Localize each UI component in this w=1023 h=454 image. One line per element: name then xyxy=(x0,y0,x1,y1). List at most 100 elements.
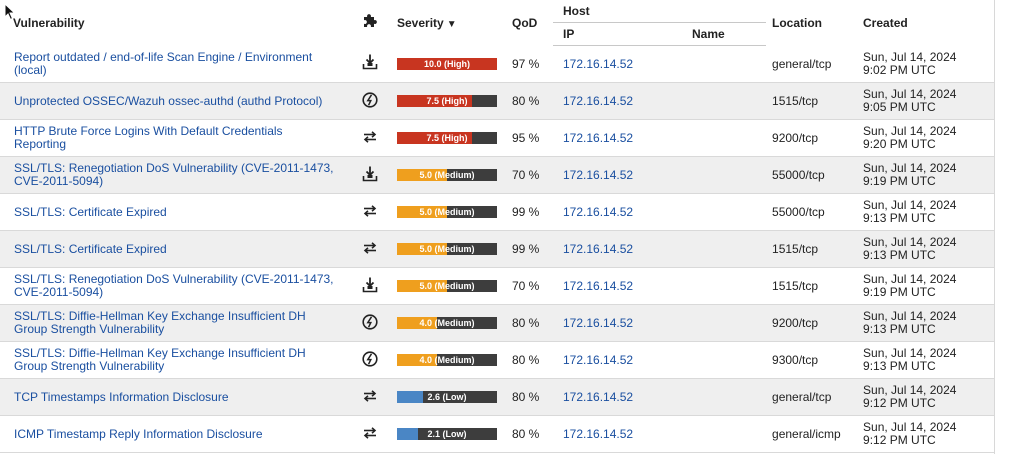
ip-cell: 172.16.14.52 xyxy=(553,119,688,157)
host-name-value xyxy=(688,119,767,157)
host-ip-link[interactable]: 172.16.14.52 xyxy=(563,168,634,182)
host-ip-link[interactable]: 172.16.14.52 xyxy=(563,427,634,441)
created-time: 9:13 PM UTC xyxy=(863,211,936,225)
column-header-location[interactable]: Location xyxy=(766,0,862,46)
host-ip-link[interactable]: 172.16.14.52 xyxy=(563,94,634,108)
host-ip-link[interactable]: 172.16.14.52 xyxy=(563,205,634,219)
location-value: 9200/tcp xyxy=(766,304,862,342)
host-ip-link[interactable]: 172.16.14.52 xyxy=(563,57,634,71)
table-row[interactable]: Report outdated / end-of-life Scan Engin… xyxy=(0,45,995,83)
host-ip-link[interactable]: 172.16.14.52 xyxy=(563,353,634,367)
host-ip-link[interactable]: 172.16.14.52 xyxy=(563,242,634,256)
severity-cell: 7.5 (High) xyxy=(395,119,508,157)
created-cell: Sun, Jul 14, 2024 9:12 PM UTC xyxy=(861,415,995,453)
vendor-fix-icon xyxy=(361,277,379,297)
table-row[interactable]: ICMP Timestamp Reply Information Disclos… xyxy=(0,415,995,453)
host-name-value xyxy=(688,82,767,120)
severity-bar-fill xyxy=(397,354,437,366)
severity-bar-fill xyxy=(397,206,447,218)
location-value: general/tcp xyxy=(766,45,862,83)
vulnerability-link[interactable]: SSL/TLS: Certificate Expired xyxy=(14,204,167,219)
solution-type-cell xyxy=(345,82,395,120)
location-value: 1515/tcp xyxy=(766,230,862,268)
severity-label: 5.0 (Medium) xyxy=(419,207,475,217)
ip-cell: 172.16.14.52 xyxy=(553,230,688,268)
severity-bar-fill xyxy=(397,95,472,107)
created-date: Sun, Jul 14, 2024 xyxy=(863,124,957,138)
host-name-value xyxy=(688,304,767,342)
created-date: Sun, Jul 14, 2024 xyxy=(863,420,957,434)
created-time: 9:20 PM UTC xyxy=(863,137,936,151)
host-ip-link[interactable]: 172.16.14.52 xyxy=(563,279,634,293)
table-row[interactable]: TCP Timestamps Information Disclosure 2.6… xyxy=(0,378,995,416)
created-cell: Sun, Jul 14, 2024 9:19 PM UTC xyxy=(861,267,995,305)
vulnerability-link[interactable]: SSL/TLS: Diffie-Hellman Key Exchange Ins… xyxy=(14,309,306,336)
host-name-value xyxy=(688,156,767,194)
qod-value: 70 % xyxy=(508,267,553,305)
table-row[interactable]: SSL/TLS: Diffie-Hellman Key Exchange Ins… xyxy=(0,304,995,342)
severity-label: 7.5 (High) xyxy=(426,133,468,143)
column-header-solution-type[interactable] xyxy=(345,0,395,46)
ip-cell: 172.16.14.52 xyxy=(553,378,688,416)
severity-label: 2.6 (Low) xyxy=(427,392,467,402)
table-row[interactable]: SSL/TLS: Renegotiation DoS Vulnerability… xyxy=(0,156,995,194)
created-time: 9:19 PM UTC xyxy=(863,285,936,299)
host-name-value xyxy=(688,45,767,83)
created-cell: Sun, Jul 14, 2024 9:19 PM UTC xyxy=(861,156,995,194)
column-header-created[interactable]: Created xyxy=(861,0,995,46)
vulnerability-cell: SSL/TLS: Renegotiation DoS Vulnerability… xyxy=(0,267,345,305)
vulnerability-link[interactable]: HTTP Brute Force Logins With Default Cre… xyxy=(14,124,283,151)
created-time: 9:13 PM UTC xyxy=(863,248,936,262)
severity-label: 10.0 (High) xyxy=(423,58,470,69)
ip-cell: 172.16.14.52 xyxy=(553,267,688,305)
column-header-ip[interactable]: IP xyxy=(553,22,688,46)
vulnerability-link[interactable]: SSL/TLS: Diffie-Hellman Key Exchange Ins… xyxy=(14,346,306,373)
table-row[interactable]: SSL/TLS: Certificate Expired 5.0 (Medium)… xyxy=(0,230,995,268)
created-cell: Sun, Jul 14, 2024 9:12 PM UTC xyxy=(861,378,995,416)
qod-value: 99 % xyxy=(508,230,553,268)
table-row[interactable]: SSL/TLS: Certificate Expired 5.0 (Medium)… xyxy=(0,193,995,231)
host-ip-link[interactable]: 172.16.14.52 xyxy=(563,390,634,404)
qod-value: 95 % xyxy=(508,119,553,157)
vulnerability-cell: Unprotected OSSEC/Wazuh ossec-authd (aut… xyxy=(0,82,345,120)
vertical-scrollbar[interactable] xyxy=(994,0,1023,454)
vulnerability-link[interactable]: TCP Timestamps Information Disclosure xyxy=(14,389,229,404)
qod-value: 80 % xyxy=(508,82,553,120)
column-header-vulnerability[interactable]: Vulnerability xyxy=(0,0,345,46)
workaround-icon xyxy=(361,241,379,260)
host-ip-link[interactable]: 172.16.14.52 xyxy=(563,131,634,145)
vulnerability-link[interactable]: ICMP Timestamp Reply Information Disclos… xyxy=(14,426,263,441)
table-row[interactable]: HTTP Brute Force Logins With Default Cre… xyxy=(0,119,995,157)
vulnerability-link[interactable]: SSL/TLS: Certificate Expired xyxy=(14,241,167,256)
severity-cell: 2.1 (Low) xyxy=(395,415,508,453)
results-table-body: Report outdated / end-of-life Scan Engin… xyxy=(0,45,995,453)
created-time: 9:13 PM UTC xyxy=(863,322,936,336)
table-row[interactable]: SSL/TLS: Diffie-Hellman Key Exchange Ins… xyxy=(0,341,995,379)
created-cell: Sun, Jul 14, 2024 9:20 PM UTC xyxy=(861,119,995,157)
solution-type-cell xyxy=(345,267,395,305)
severity-label: 7.5 (High) xyxy=(426,96,468,106)
qod-value: 99 % xyxy=(508,193,553,231)
created-date: Sun, Jul 14, 2024 xyxy=(863,272,957,286)
severity-header-label: Severity xyxy=(397,15,444,30)
severity-cell: 4.0 (Medium) xyxy=(395,341,508,379)
vulnerability-link[interactable]: Unprotected OSSEC/Wazuh ossec-authd (aut… xyxy=(14,93,323,108)
host-ip-link[interactable]: 172.16.14.52 xyxy=(563,316,634,330)
created-cell: Sun, Jul 14, 2024 9:02 PM UTC xyxy=(861,45,995,83)
severity-bar: 2.6 (Low) xyxy=(397,391,497,403)
location-value: 55000/tcp xyxy=(766,193,862,231)
table-row[interactable]: SSL/TLS: Renegotiation DoS Vulnerability… xyxy=(0,267,995,305)
vulnerability-link[interactable]: Report outdated / end-of-life Scan Engin… xyxy=(14,49,313,77)
column-header-severity[interactable]: Severity ▼ xyxy=(395,0,508,46)
column-header-qod[interactable]: QoD xyxy=(508,0,553,46)
severity-bar: 4.0 (Medium) xyxy=(397,317,497,329)
ip-cell: 172.16.14.52 xyxy=(553,341,688,379)
severity-bar: 7.5 (High) xyxy=(397,132,497,144)
column-header-name[interactable]: Name xyxy=(688,22,767,46)
severity-bar: 5.0 (Medium) xyxy=(397,169,497,181)
vulnerability-link[interactable]: SSL/TLS: Renegotiation DoS Vulnerability… xyxy=(14,161,334,188)
table-row[interactable]: Unprotected OSSEC/Wazuh ossec-authd (aut… xyxy=(0,82,995,120)
severity-bar-fill xyxy=(397,391,423,403)
workaround-icon xyxy=(361,426,379,445)
vulnerability-link[interactable]: SSL/TLS: Renegotiation DoS Vulnerability… xyxy=(14,272,334,299)
